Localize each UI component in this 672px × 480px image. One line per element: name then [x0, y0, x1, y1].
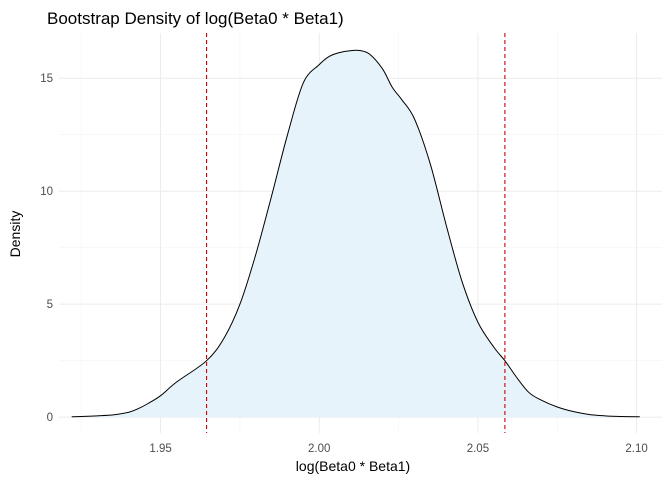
y-tick-label: 0 — [47, 412, 53, 424]
x-axis-ticks: 1.95 2.00 2.05 2.10 — [149, 443, 647, 455]
y-axis-title: Density — [7, 211, 23, 258]
y-tick-label: 5 — [47, 299, 53, 311]
y-tick-label: 10 — [40, 186, 53, 198]
x-tick-label: 2.10 — [625, 443, 647, 455]
density-curve — [71, 49, 640, 418]
chart-title: Bootstrap Density of log(Beta0 * Beta1) — [47, 9, 344, 28]
x-tick-label: 2.00 — [308, 443, 330, 455]
y-axis-ticks: 0 5 10 15 — [40, 73, 53, 424]
reference-lines — [206, 33, 506, 433]
y-tick-label: 15 — [40, 73, 53, 85]
x-tick-label: 2.05 — [467, 443, 489, 455]
density-area — [71, 50, 640, 418]
x-tick-label: 1.95 — [149, 443, 171, 455]
x-axis-title: log(Beta0 * Beta1) — [296, 458, 410, 474]
density-plot — [71, 49, 640, 418]
